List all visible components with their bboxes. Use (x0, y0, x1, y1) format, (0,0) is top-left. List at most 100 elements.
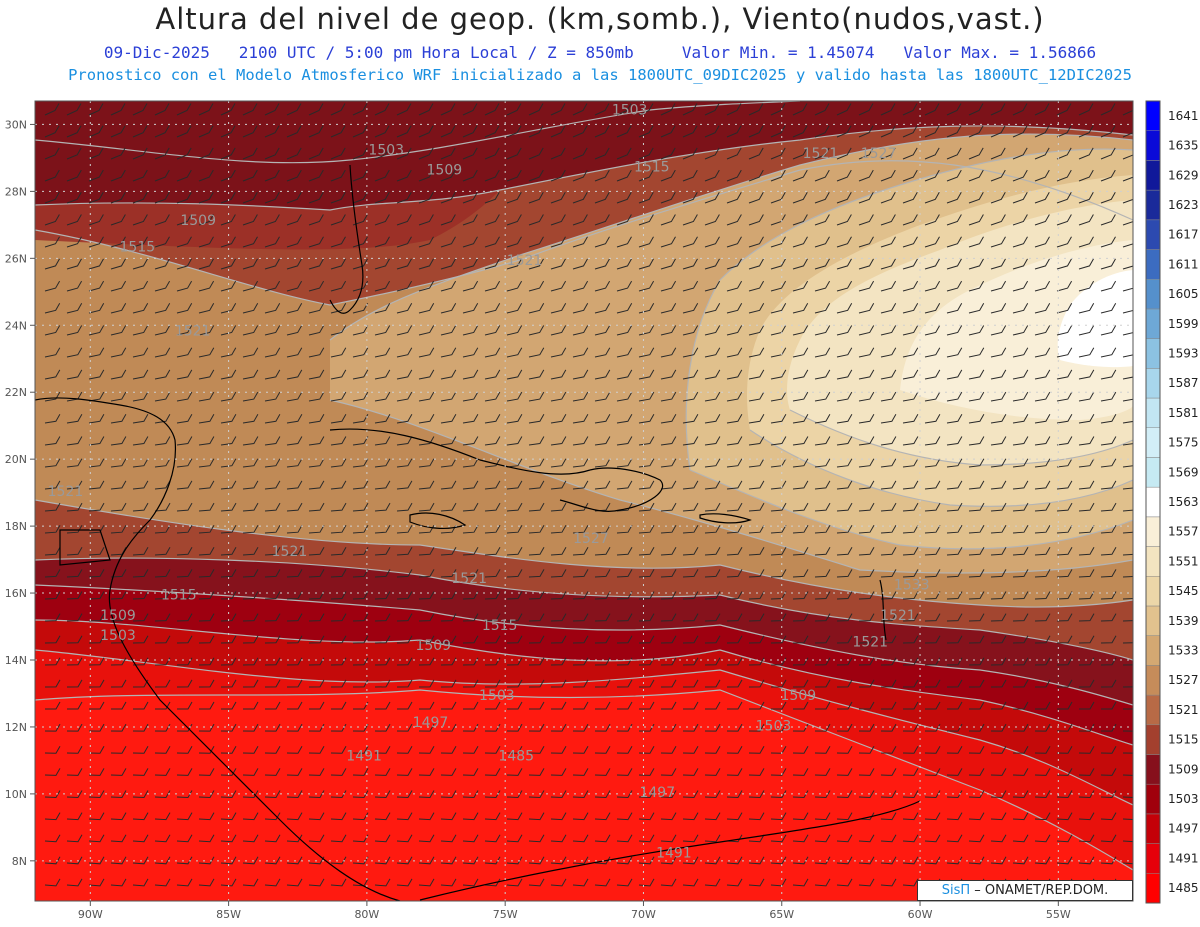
wind-barb (880, 524, 897, 534)
wind-barb (594, 790, 611, 799)
wind-barb (528, 391, 545, 402)
wind-barb (682, 458, 699, 468)
wind-barb (374, 280, 391, 292)
wind-barb (682, 214, 698, 226)
colorbar-swatch (1145, 576, 1161, 607)
wind-barb (286, 657, 303, 666)
colorbar-label: 1623 (1168, 198, 1199, 212)
wind-barb (550, 635, 567, 644)
wind-barb (594, 569, 611, 578)
wind-barb (198, 657, 215, 666)
wind-barb (1122, 465, 1133, 468)
wind-barb (264, 325, 281, 336)
wind-barb (374, 391, 391, 402)
wind-barb (1078, 480, 1095, 490)
wind-barb (946, 391, 963, 402)
wind-barb (484, 103, 500, 116)
wind-barb (528, 125, 544, 138)
wind-barb (441, 701, 457, 710)
wind-barb (660, 790, 677, 799)
wind-barb (176, 325, 193, 336)
wind-barb (726, 280, 743, 292)
wind-barb (1056, 502, 1073, 512)
wind-barb (880, 657, 897, 666)
wind-barb (89, 701, 105, 710)
wind-barb (924, 369, 941, 380)
wind-barb (572, 768, 589, 776)
wind-barb (638, 834, 655, 843)
wind-barb (1012, 812, 1029, 821)
wind-barb (594, 679, 611, 688)
wind-barb (418, 502, 435, 512)
wind-barb (110, 391, 127, 402)
wind-barb (286, 480, 303, 490)
wind-barb (418, 236, 434, 248)
wind-barb (440, 856, 457, 865)
wind-barb (176, 391, 193, 402)
wind-barb (682, 436, 699, 446)
wind-barb (638, 679, 655, 688)
wind-barb (792, 280, 809, 292)
tick-label-lon: 75W (493, 908, 518, 921)
wind-barb (110, 812, 127, 821)
wind-barb (396, 103, 412, 116)
colorbar-label: 1581 (1168, 406, 1199, 420)
wind-barb (1034, 214, 1050, 226)
wind-barb (198, 856, 215, 865)
wind-barb (418, 723, 435, 732)
wind-barb (704, 547, 721, 556)
tick-label-lat: 24N (5, 319, 27, 332)
wind-barb (88, 723, 105, 732)
wind-barb (1100, 679, 1117, 688)
wind-barb (748, 679, 765, 688)
wind-barb (1122, 664, 1133, 666)
wind-barb (132, 303, 149, 314)
colorbar-label: 1503 (1168, 792, 1199, 806)
wind-barb (528, 502, 545, 512)
wind-barb (770, 436, 787, 446)
wind-barb (506, 103, 522, 116)
wind-barb (374, 214, 390, 226)
wind-barb (66, 657, 83, 666)
wind-barb (264, 480, 281, 490)
wind-barb (572, 591, 589, 600)
wind-barb (836, 547, 853, 556)
wind-barb (396, 214, 412, 226)
wind-barb (330, 768, 347, 776)
contour-label: 1485 (498, 748, 534, 764)
wind-barb (638, 258, 654, 270)
wind-barb (682, 723, 699, 732)
wind-barb (44, 591, 61, 600)
wind-barb (858, 391, 875, 402)
wind-barb (638, 214, 654, 226)
wind-barb (88, 458, 105, 468)
wind-barb (726, 325, 743, 336)
wind-barb (770, 280, 787, 292)
wind-barb (286, 147, 302, 160)
wind-barb (814, 347, 831, 358)
wind-barb (440, 214, 456, 226)
wind-barb (462, 214, 478, 226)
wind-barb (352, 613, 369, 622)
wind-barb (946, 369, 963, 380)
wind-barb (374, 169, 390, 182)
wind-barb (572, 169, 588, 182)
wind-barb (814, 679, 831, 688)
wind-barb (484, 591, 501, 600)
wind-barb (1122, 620, 1133, 622)
wind-barb (682, 502, 699, 512)
wind-barb (1056, 834, 1073, 843)
wind-barb (1056, 192, 1072, 204)
wind-barb (44, 657, 61, 666)
wind-barb (682, 745, 699, 754)
wind-barb (682, 679, 699, 688)
wind-barb (88, 414, 105, 424)
wind-barb (440, 547, 457, 556)
wind-barb (726, 236, 742, 248)
wind-barb (330, 635, 347, 644)
wind-barb (594, 236, 610, 248)
wind-barb (880, 591, 897, 600)
wind-barb (814, 856, 831, 865)
wind-barb (396, 745, 413, 754)
wind-barb (968, 369, 985, 380)
